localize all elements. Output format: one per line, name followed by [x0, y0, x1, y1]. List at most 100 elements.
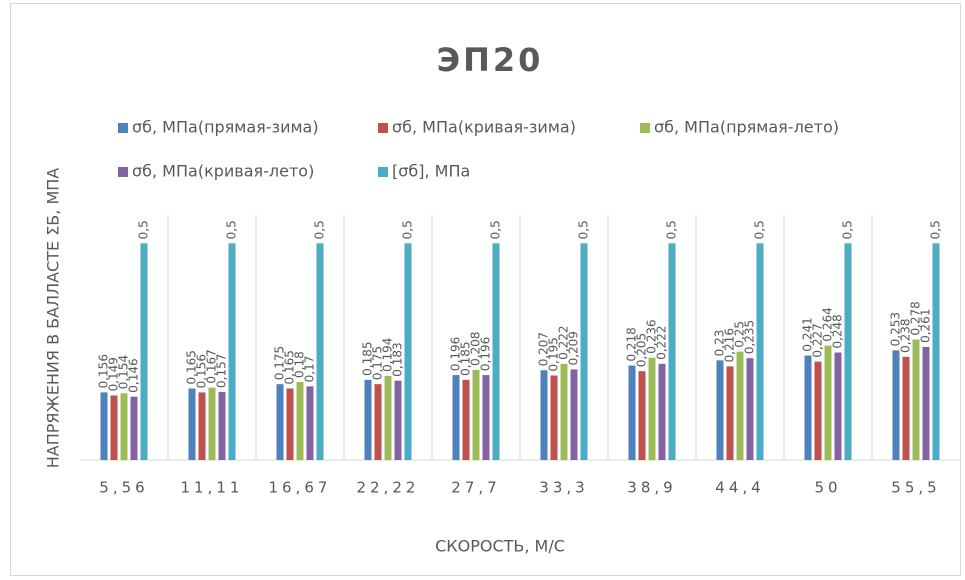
x-tick-label: 16,67	[269, 479, 332, 497]
data-label: 0,23	[713, 330, 727, 357]
data-label: 0,238	[899, 319, 913, 353]
bar	[668, 243, 676, 460]
data-label: 0,18	[293, 351, 307, 378]
bar	[452, 375, 460, 460]
data-label: 0,5	[841, 220, 855, 239]
data-label: 0,175	[273, 346, 287, 380]
bar	[726, 366, 734, 460]
data-label: 0,156	[195, 354, 209, 388]
legend-swatch	[118, 123, 128, 133]
data-label: 0,222	[655, 325, 669, 359]
data-label: 0,5	[929, 220, 943, 239]
data-label: 0,235	[743, 320, 757, 354]
data-label: 0,185	[361, 341, 375, 375]
bar	[198, 392, 206, 460]
legend-label: σб, МПа(кривая-лето)	[132, 162, 314, 181]
bar	[922, 346, 930, 460]
x-tick-label: 44,4	[715, 479, 764, 497]
legend-swatch	[640, 123, 650, 133]
bar	[638, 371, 646, 460]
x-tick-label: 55,5	[891, 479, 940, 497]
data-label: 0,194	[381, 338, 395, 372]
bar	[110, 395, 118, 460]
bar	[228, 243, 236, 460]
data-label: 0,209	[567, 331, 581, 365]
x-tick-label: 38,9	[627, 479, 676, 497]
data-label: 0,195	[547, 337, 561, 371]
bar	[736, 351, 744, 460]
data-label: 0,157	[215, 354, 229, 388]
bar	[404, 243, 412, 460]
bar	[394, 380, 402, 460]
data-label: 0,5	[665, 220, 679, 239]
data-label: 0,196	[449, 337, 463, 371]
y-axis-title: НАПРЯЖЕНИЯ В БАЛЛАСТЕ ΣБ, МПА	[44, 168, 63, 469]
bar	[482, 375, 490, 460]
bar	[130, 396, 138, 460]
legend-label: σб, МПа(кривая-зима)	[392, 118, 576, 137]
data-label: 0,183	[391, 342, 405, 376]
bar	[844, 243, 852, 460]
legend-swatch	[118, 167, 128, 177]
bar	[756, 243, 764, 460]
bar	[902, 356, 910, 460]
bar	[560, 363, 568, 460]
bar	[580, 243, 588, 460]
bar	[188, 388, 196, 460]
data-label: 0,278	[909, 301, 923, 335]
legend-label: σб, МПа(прямая-зима)	[132, 118, 319, 137]
bar	[276, 384, 284, 460]
bar	[100, 392, 108, 460]
data-label: 0,5	[489, 220, 503, 239]
bar	[140, 243, 148, 460]
bar	[570, 369, 578, 460]
data-label: 0,165	[283, 350, 297, 384]
bar	[912, 339, 920, 460]
bar	[834, 352, 842, 460]
data-label: 0,25	[733, 321, 747, 348]
data-label: 0,261	[919, 309, 933, 343]
data-label: 0,222	[557, 325, 571, 359]
data-label: 0,5	[753, 220, 767, 239]
bar	[658, 363, 666, 460]
bar	[208, 387, 216, 460]
data-label: 0,156	[97, 354, 111, 388]
x-tick-label: 27,7	[451, 479, 500, 497]
bar	[628, 365, 636, 460]
data-label: 0,205	[635, 333, 649, 367]
bar	[462, 379, 470, 460]
data-label: 0,264	[821, 307, 835, 341]
x-tick-label: 50	[814, 479, 841, 497]
bar	[316, 243, 324, 460]
chart-title: ЭП20	[437, 41, 544, 79]
data-label: 0,248	[831, 314, 845, 348]
data-label: 0,146	[127, 358, 141, 392]
data-label: 0,154	[117, 355, 131, 389]
x-tick-label: 11,11	[181, 479, 244, 497]
bar	[824, 345, 832, 460]
bar	[814, 361, 822, 460]
data-label: 0,5	[225, 220, 239, 239]
data-label: 0,241	[801, 317, 815, 351]
data-label: 0,167	[205, 349, 219, 383]
x-tick-label: 33,3	[539, 479, 588, 497]
legend-label: σб, МПа(прямая-лето)	[654, 118, 839, 137]
bar	[892, 350, 900, 460]
legend-swatch	[378, 167, 388, 177]
data-label: 0,175	[371, 346, 385, 380]
bar	[306, 386, 314, 460]
bar	[932, 243, 940, 460]
data-label: 0,5	[137, 220, 151, 239]
data-label: 0,218	[625, 327, 639, 361]
data-label: 0,236	[645, 319, 659, 353]
x-tick-label: 22,22	[357, 479, 420, 497]
data-label: 0,5	[313, 220, 327, 239]
legend-swatch	[378, 123, 388, 133]
bar	[296, 382, 304, 460]
bar	[648, 357, 656, 460]
data-label: 0,165	[185, 350, 199, 384]
data-label: 0,227	[811, 323, 825, 357]
data-label: 0,196	[479, 337, 493, 371]
data-label: 0,207	[537, 332, 551, 366]
